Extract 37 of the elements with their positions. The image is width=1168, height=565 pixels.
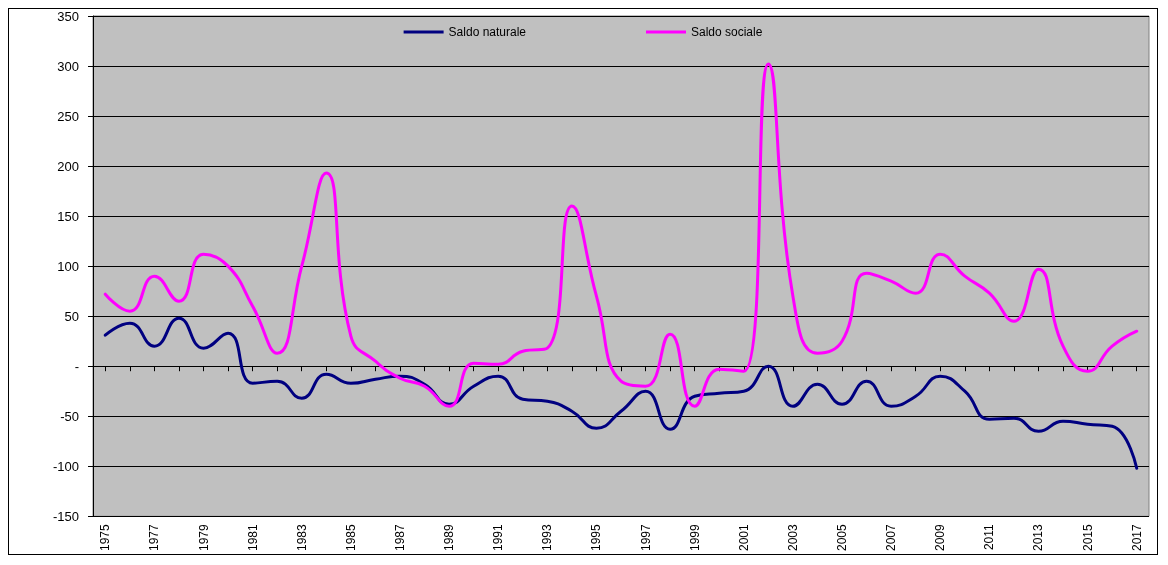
y-tick-label: -100 xyxy=(52,458,79,474)
x-tick-label: 1979 xyxy=(196,523,211,552)
x-tick-label: 1983 xyxy=(294,523,309,552)
x-tick-label: 1981 xyxy=(245,523,260,552)
legend-label: Saldo naturale xyxy=(448,25,527,39)
x-tick-label: 1987 xyxy=(392,523,407,552)
x-tick-label: 1995 xyxy=(589,523,604,552)
y-tick-label: 100 xyxy=(57,258,79,274)
x-tick-label: 2017 xyxy=(1129,523,1144,552)
x-tick-label: 1989 xyxy=(442,523,457,552)
y-tick-label: 300 xyxy=(57,58,79,74)
x-tick-label: 1997 xyxy=(638,523,653,552)
y-tick-label: - xyxy=(74,358,79,374)
x-tick-label: 2015 xyxy=(1080,523,1095,552)
x-tick-label: 2013 xyxy=(1031,523,1046,552)
y-tick-label: 200 xyxy=(57,158,79,174)
line-series xyxy=(103,62,1139,408)
x-tick-label: 1975 xyxy=(98,523,113,552)
x-tick-label: 1999 xyxy=(687,523,702,552)
y-tick-label: -150 xyxy=(52,508,79,524)
x-tick-label: 2001 xyxy=(736,523,751,552)
x-tick-label: 2007 xyxy=(884,523,899,552)
y-tick-label: 250 xyxy=(57,108,79,124)
legend-label: Saldo sociale xyxy=(691,25,763,39)
x-tick-label: 2005 xyxy=(835,523,850,552)
x-tick-label: 2003 xyxy=(785,523,800,552)
x-tick-label: 1991 xyxy=(491,523,506,552)
x-tick-label: 2009 xyxy=(933,523,948,552)
x-tick-label: 1993 xyxy=(540,523,555,552)
x-tick-label: 2011 xyxy=(982,523,997,551)
y-tick-label: 350 xyxy=(57,8,79,24)
x-tick-label: 1985 xyxy=(343,523,358,552)
y-tick-label: -50 xyxy=(60,408,79,424)
y-tick-label: 50 xyxy=(64,308,79,324)
line-series xyxy=(103,316,1139,470)
y-tick-label: 150 xyxy=(57,208,79,224)
x-tick-label: 1977 xyxy=(147,523,162,552)
